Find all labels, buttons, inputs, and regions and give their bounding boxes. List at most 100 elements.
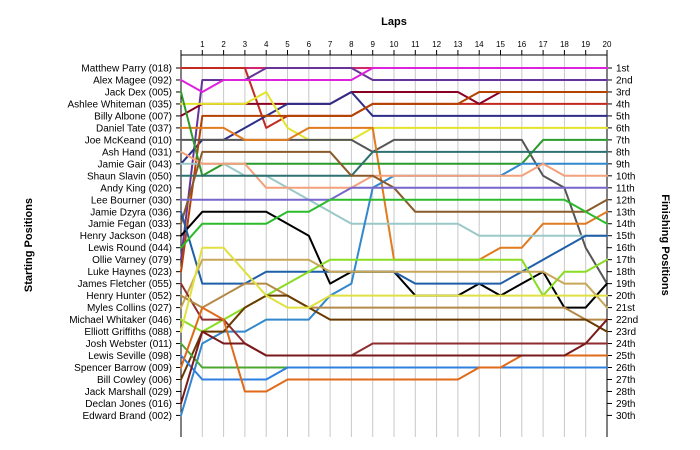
lap-tick-label: 4 [264, 40, 269, 49]
finishing-position-label: 8th [616, 147, 630, 158]
driver-line [180, 246, 608, 333]
lap-tick-label: 20 [603, 40, 612, 49]
gridlines [201, 55, 608, 437]
starting-position-label: Luke Haynes (023) [88, 267, 173, 278]
starting-position-label: Andy King (020) [100, 183, 172, 194]
driver-line [180, 258, 608, 309]
driver-line [180, 91, 608, 141]
series-lines [180, 67, 608, 417]
finishing-position-label: 7th [616, 135, 630, 146]
finishing-position-label: 20th [616, 291, 635, 302]
lap-tick-label: 5 [285, 40, 290, 49]
starting-position-label: Myles Collins (027) [87, 303, 172, 314]
starting-position-label: Daniel Tate (037) [96, 123, 172, 134]
starting-position-label: Matthew Parry (018) [81, 64, 172, 75]
starting-position-label: Alex Magee (092) [93, 75, 172, 86]
starting-position-label: Edward Brand (002) [83, 411, 173, 422]
finishing-position-label: 28th [616, 387, 635, 398]
finishing-position-label: 6th [616, 123, 630, 134]
starting-position-label: Ollie Varney (079) [92, 255, 172, 266]
finishing-position-label: 27th [616, 375, 635, 386]
starting-position-label: Lee Bourner (030) [91, 195, 172, 206]
starting-position-label: Jamie Gair (043) [98, 159, 172, 170]
starting-position-label: Bill Cowley (006) [97, 375, 172, 386]
finishing-position-label: 5th [616, 111, 630, 122]
starting-position-label: Elliott Griffiths (088) [84, 327, 172, 338]
starting-position-label: Michael Whitaker (046) [69, 315, 172, 326]
finishing-position-label: 2nd [616, 75, 633, 86]
lap-tick-label: 18 [560, 40, 569, 49]
finishing-position-label: 17th [616, 255, 635, 266]
driver-line [180, 282, 608, 321]
lap-tick-label: 15 [496, 40, 505, 49]
lap-tick-label: 2 [221, 40, 226, 49]
driver-line [180, 150, 608, 177]
finishing-position-label: 4th [616, 99, 630, 110]
driver-line [180, 318, 608, 405]
starting-position-label: Declan Jones (016) [85, 399, 172, 410]
finishing-position-label: 14th [616, 219, 635, 230]
lap-tick-label: 7 [328, 40, 333, 49]
driver-line [180, 91, 608, 165]
finishing-position-label: 22nd [616, 315, 638, 326]
lap-tick-label: 6 [307, 40, 312, 49]
starting-position-label: Ashlee Whiteman (035) [68, 99, 173, 110]
lap-tick-label: 19 [581, 40, 590, 49]
driver-line [180, 150, 608, 189]
driver-line [180, 67, 608, 93]
starting-position-label: Jack Marshall (029) [85, 387, 172, 398]
axes [176, 50, 612, 437]
right-axis-title: Finishing Positions [659, 194, 671, 295]
finishing-position-label: 29th [616, 399, 635, 410]
driver-line [180, 91, 608, 177]
chart-title: Laps [381, 16, 407, 28]
lap-tick-label: 3 [243, 40, 248, 49]
driver-line [180, 67, 608, 261]
lap-tick-label: 14 [475, 40, 484, 49]
starting-position-label: Henry Jackson (048) [80, 231, 172, 242]
starting-position-label: Lewis Seville (098) [88, 351, 172, 362]
finishing-position-label: 15th [616, 231, 635, 242]
finishing-position-label: 30th [616, 411, 635, 422]
starting-position-label: Jack Dex (005) [105, 87, 172, 98]
left-axis-title: Starting Positions [23, 198, 35, 292]
finishing-position-label: 24th [616, 339, 635, 350]
finishing-position-label: 1st [616, 64, 630, 75]
finishing-position-label: 19th [616, 279, 635, 290]
finishing-position-label: 12th [616, 195, 635, 206]
finishing-position-label: 9th [616, 159, 630, 170]
finishing-position-label: 11th [616, 183, 635, 194]
lap-tick-label: 9 [370, 40, 375, 49]
lap-tick-label: 11 [411, 40, 420, 49]
lap-tick-label: 1 [200, 40, 205, 49]
driver-line [180, 294, 608, 381]
finishing-position-label: 18th [616, 267, 635, 278]
finishing-position-label: 3rd [616, 87, 630, 98]
starting-position-label: Shaun Slavin (050) [87, 171, 172, 182]
starting-position-label: Jamie Fegan (033) [88, 219, 172, 230]
lap-tick-label: 8 [349, 40, 354, 49]
starting-position-label: Billy Albone (007) [94, 111, 172, 122]
finishing-position-label: 26th [616, 363, 635, 374]
finishing-position-label: 21st [616, 303, 635, 314]
starting-position-label: Ash Hand (031) [102, 147, 172, 158]
driver-line [180, 91, 608, 273]
lap-tick-label: 10 [390, 40, 399, 49]
finishing-position-label: 10th [616, 171, 635, 182]
finishing-position-label: 16th [616, 243, 635, 254]
finishing-position-label: 23rd [616, 327, 636, 338]
lap-tick-label: 13 [453, 40, 462, 49]
starting-position-label: Henry Hunter (052) [86, 291, 172, 302]
starting-position-label: Josh Webster (011) [86, 339, 172, 350]
starting-position-label: Joe McKeand (010) [85, 135, 172, 146]
finishing-position-label: 13th [616, 207, 635, 218]
starting-position-label: Jamie Dzyra (036) [90, 207, 172, 218]
driver-line [180, 186, 608, 201]
starting-position-label: Spencer Barrow (009) [74, 363, 172, 374]
driver-line [180, 198, 608, 249]
driver-line [180, 354, 608, 381]
starting-position-label: Lewis Round (044) [88, 243, 172, 254]
finishing-position-label: 25th [616, 351, 635, 362]
